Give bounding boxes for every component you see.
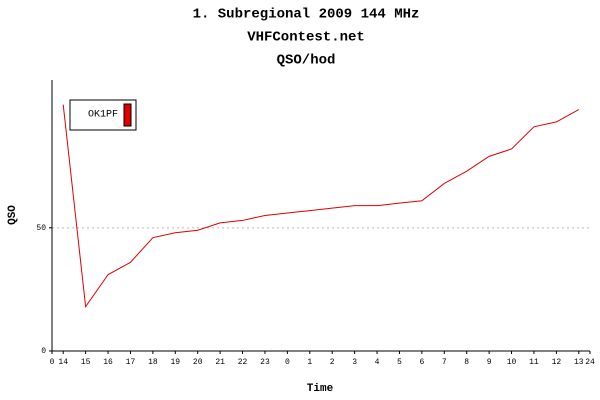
x-tick-label: 21: [215, 358, 225, 367]
series-line: [62, 104, 580, 309]
x-tick-label: 23: [260, 358, 270, 367]
x-tick-label: 16: [103, 358, 113, 367]
x-tick-label: 13: [574, 358, 584, 367]
x-tick-label: 6: [419, 358, 424, 367]
x-tick-label: 24: [585, 358, 595, 367]
y-axis-label: QSO: [7, 205, 19, 225]
x-tick-label: 14: [58, 358, 68, 367]
x-tick-label: 17: [126, 358, 136, 367]
x-tick-label: 9: [487, 358, 492, 367]
legend-swatch: [123, 103, 132, 127]
chart-subtitle: QSO/hod: [277, 53, 336, 69]
x-tick-label: 5: [397, 358, 402, 367]
x-tick-label: 3: [352, 358, 357, 367]
y-tick-label: 50: [36, 224, 46, 233]
x-tick-label: 1: [307, 358, 312, 367]
x-tick-label: 20: [193, 358, 203, 367]
chart-subtitle: VHFContest.net: [247, 30, 365, 46]
x-tick-label: 0: [285, 358, 290, 367]
x-tick-label: 0: [50, 358, 55, 367]
y-tick-label: 0: [41, 347, 46, 356]
x-tick-label: 4: [375, 358, 380, 367]
x-axis-label: Time: [307, 383, 334, 395]
x-tick-label: 11: [529, 358, 539, 367]
x-tick-label: 2: [330, 358, 335, 367]
x-tick-label: 12: [552, 358, 562, 367]
x-tick-label: 8: [464, 358, 469, 367]
x-tick-label: 18: [148, 358, 158, 367]
x-tick-label: 7: [442, 358, 447, 367]
chart-title: 1. Subregional 2009 144 MHz: [193, 7, 420, 23]
x-tick-label: 10: [507, 358, 517, 367]
legend-label: OK1PF: [88, 110, 118, 121]
x-tick-label: 19: [170, 358, 180, 367]
x-tick-label: 15: [81, 358, 91, 367]
x-tick-label: 22: [238, 358, 248, 367]
